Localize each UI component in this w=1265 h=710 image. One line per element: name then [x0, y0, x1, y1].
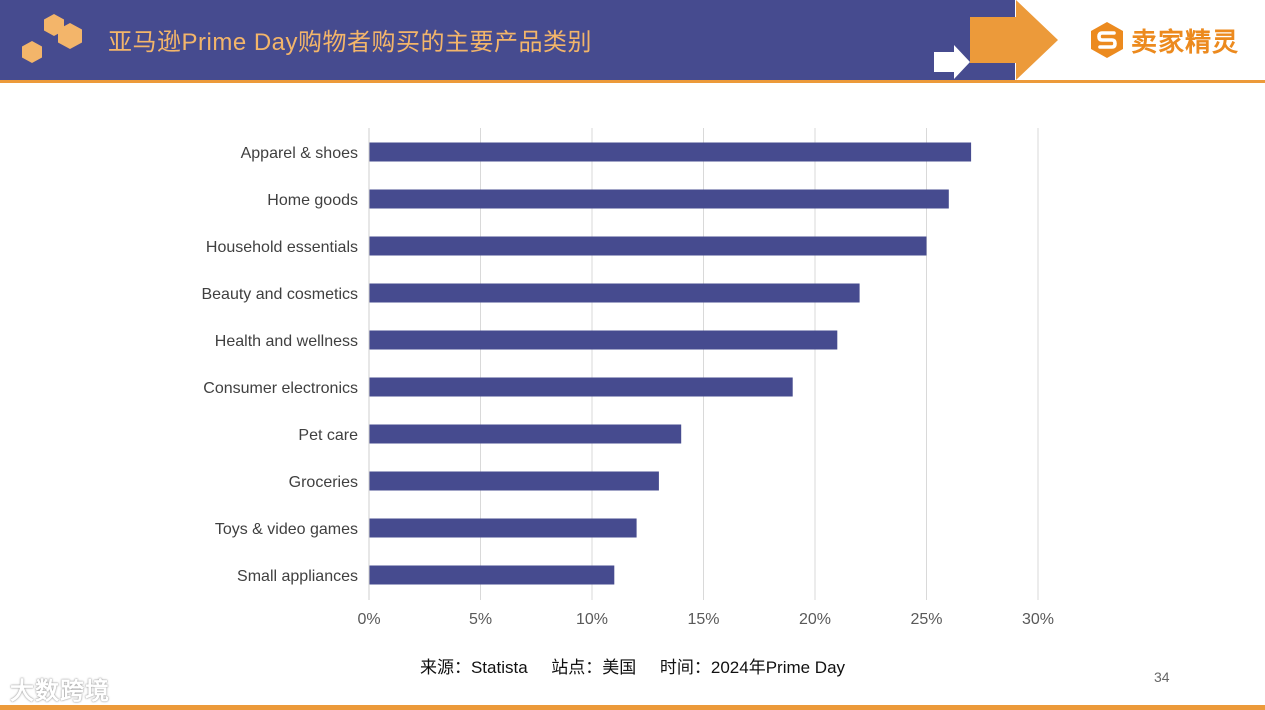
- bar-0: [369, 142, 972, 162]
- category-label: Household essentials: [206, 239, 358, 256]
- x-tick-label: 10%: [576, 611, 608, 628]
- x-tick-label: 20%: [799, 611, 831, 628]
- x-tick-label: 0%: [357, 611, 380, 628]
- x-tick-label: 30%: [1022, 611, 1054, 628]
- source-note: 来源：Statista 站点：美国 时间：2024年Prime Day: [419, 658, 846, 677]
- brand-logo-icon: [1091, 22, 1123, 58]
- x-tick-label: 15%: [687, 611, 719, 628]
- category-label: Health and wellness: [215, 333, 358, 350]
- category-label: Groceries: [289, 474, 358, 491]
- x-tick-label: 25%: [910, 611, 942, 628]
- category-label: Beauty and cosmetics: [201, 286, 358, 303]
- brand-name: 卖家精灵: [1131, 27, 1240, 57]
- bar-6: [369, 424, 682, 444]
- bar-chart: 0% 5% 10% 15% 20% 25% 30% Apparel & shoes Home g…: [201, 128, 1054, 628]
- x-tick-label: 5%: [469, 611, 492, 628]
- category-label: Home goods: [267, 192, 358, 209]
- footer-accent-line: [0, 705, 1265, 710]
- arrow-decoration-icon: [934, 0, 1058, 80]
- bar-8: [369, 518, 637, 538]
- header-accent-line: [0, 80, 1265, 83]
- page-title: 亚马逊Prime Day购物者购买的主要产品类别: [108, 29, 593, 56]
- bar-3: [369, 283, 860, 303]
- category-label: Pet care: [298, 427, 358, 444]
- category-label: Apparel & shoes: [241, 145, 358, 162]
- category-label: Consumer electronics: [203, 380, 358, 397]
- watermark: 大数跨境: [10, 678, 110, 705]
- category-label: Toys & video games: [215, 521, 358, 538]
- hexagon-cluster-icon: [22, 14, 82, 63]
- category-label: Small appliances: [237, 568, 358, 585]
- bar-4: [369, 330, 838, 350]
- bar-2: [369, 236, 927, 256]
- bar-5: [369, 377, 793, 397]
- bar-7: [369, 471, 659, 491]
- bar-9: [369, 565, 615, 585]
- page-number: 34: [1154, 669, 1170, 685]
- bar-1: [369, 189, 949, 209]
